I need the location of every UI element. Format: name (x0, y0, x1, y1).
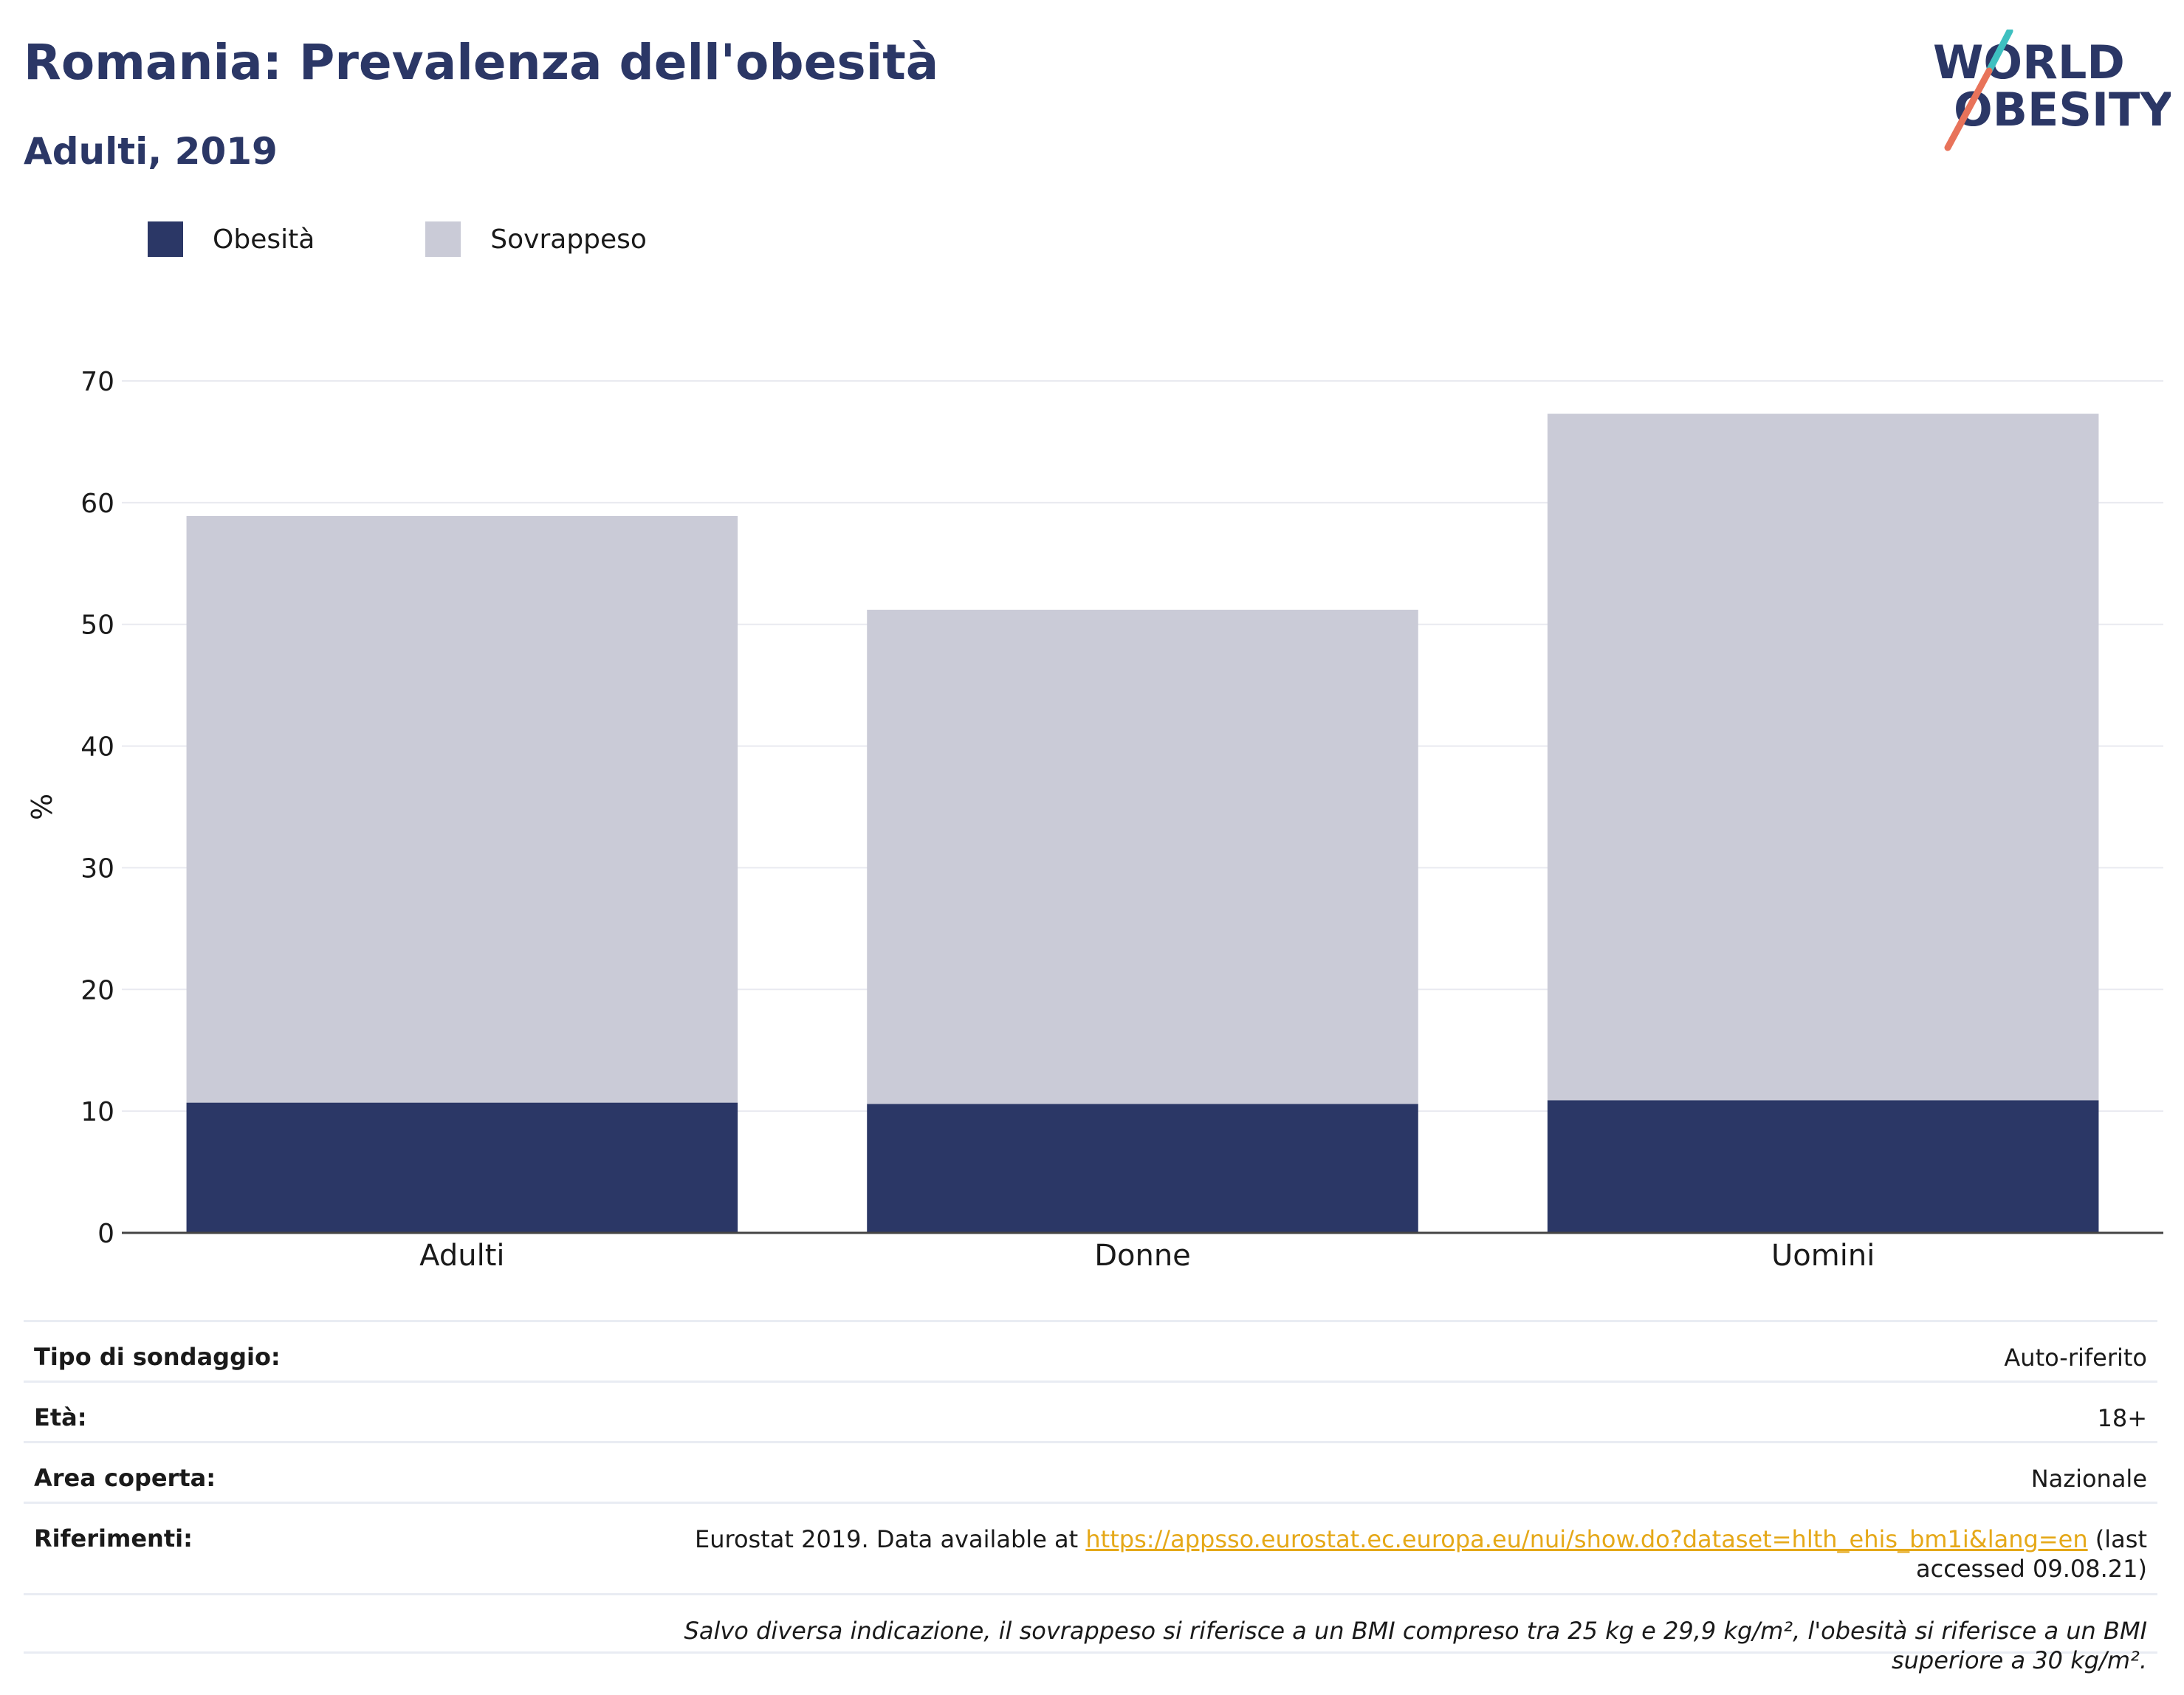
world-obesity-logo: WORLD OBESITY (1933, 30, 2171, 151)
info-table: Tipo di sondaggio: Auto-riferito Età: 18… (24, 1320, 2157, 1674)
bar-overweight-donne (867, 609, 1418, 1104)
info-row-references: Riferimenti: Eurostat 2019. Data availab… (24, 1502, 2157, 1593)
x-tick-label: Uomini (1771, 1239, 1875, 1273)
y-axis-label: % (26, 794, 58, 820)
bar-obesity-donne (867, 1104, 1418, 1233)
logo-line2: OBESITY (1954, 83, 2171, 137)
chart-title: Romania: Prevalenza dell'obesità (24, 34, 939, 91)
bar-obesity-adulti (186, 1102, 738, 1233)
y-tick-label: 60 (80, 489, 114, 519)
references-prefix: Eurostat 2019. Data available at (695, 1525, 1086, 1553)
survey-type-label: Tipo di sondaggio: (34, 1343, 281, 1371)
stacked-bar-chart: 0 10 20 30 40 50 60 70% Adulti Donne Uomini (26, 367, 2163, 1273)
y-tick-label: 10 (80, 1097, 114, 1127)
bar-obesity-uomini (1547, 1100, 2099, 1233)
age-value: 18+ (2097, 1404, 2147, 1432)
references-suffix: (last accessed 09.08.21) (1916, 1525, 2147, 1583)
y-tick-label: 70 (80, 367, 114, 397)
y-tick-label: 50 (80, 611, 114, 641)
bar-overweight-adulti (186, 515, 738, 1103)
survey-type-value: Auto-riferito (2004, 1344, 2147, 1372)
x-tick-label: Adulti (419, 1239, 504, 1273)
y-tick-label: 30 (80, 853, 114, 884)
legend-label-overweight: Sovrappeso (490, 224, 647, 255)
chart-subtitle: Adulti, 2019 (24, 130, 278, 173)
logo-line1: WORLD (1933, 35, 2125, 89)
references-value: Eurostat 2019. Data available at https:/… (597, 1524, 2147, 1584)
info-row-survey-type: Tipo di sondaggio: Auto-riferito (24, 1320, 2157, 1381)
legend-swatch-overweight (425, 221, 461, 257)
references-link[interactable]: https://appsso.eurostat.ec.europa.eu/nui… (1085, 1525, 2088, 1553)
legend-swatch-obesity (148, 221, 183, 257)
x-tick-label: Donne (1094, 1239, 1191, 1273)
legend-item-obesity[interactable]: Obesità (148, 221, 315, 257)
references-label: Riferimenti: (34, 1524, 193, 1553)
bar-overweight-uomini (1547, 413, 2099, 1101)
chart-legend: Obesità Sovrappeso (148, 220, 758, 258)
y-tick-label: 0 (97, 1219, 114, 1249)
legend-label-obesity: Obesità (213, 224, 315, 255)
info-row-age: Età: 18+ (24, 1381, 2157, 1441)
area-label: Area coperta: (34, 1464, 216, 1492)
y-tick-label: 40 (80, 732, 114, 763)
age-label: Età: (34, 1403, 87, 1431)
info-row-note: Salvo diversa indicazione, il sovrappeso… (24, 1593, 2157, 1674)
info-row-area: Area coperta: Nazionale (24, 1441, 2157, 1502)
legend-item-overweight[interactable]: Sovrappeso (425, 221, 647, 257)
y-tick-label: 20 (80, 975, 114, 1005)
bmi-note: Salvo diversa indicazione, il sovrappeso… (684, 1617, 2147, 1674)
area-value: Nazionale (2030, 1465, 2147, 1493)
